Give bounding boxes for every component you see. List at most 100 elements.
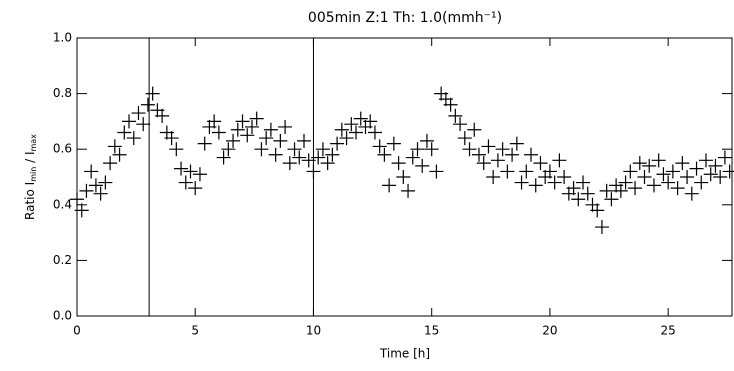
point [207,114,222,129]
point [287,142,302,157]
point [642,158,657,173]
point [140,97,155,112]
point [505,147,520,162]
point [533,156,548,171]
point [576,175,591,190]
point [571,192,586,207]
point [661,175,676,190]
point [495,142,510,157]
point [240,128,255,143]
point [74,203,89,218]
point [268,147,283,162]
point [557,170,572,184]
point [98,175,113,190]
point [594,220,609,235]
point [566,181,581,196]
point [689,161,704,176]
point [722,164,734,179]
plot-frame [76,37,733,317]
point [680,170,695,184]
point [230,122,245,137]
point [306,164,321,179]
point [694,175,709,190]
point [292,150,307,165]
point [665,164,680,179]
point [315,142,330,157]
point [169,142,184,157]
point [457,131,472,146]
point [708,158,723,173]
y-tick-label: 0.2 [53,253,72,267]
point [155,108,170,123]
point [131,106,146,121]
point [297,133,312,148]
point [448,108,463,123]
point [514,175,529,190]
x-axis-label: Time [h] [379,347,430,361]
point [263,122,278,137]
point [703,167,718,182]
point [382,178,397,193]
point [453,117,468,132]
point [301,153,316,168]
x-tick-label: 5 [191,324,199,338]
point [443,97,458,112]
point [334,122,349,137]
point [339,131,354,146]
point [164,131,179,146]
y-tick-label: 1.0 [53,31,72,45]
point [509,136,524,151]
point [632,156,647,171]
point [325,147,340,162]
point [424,142,439,157]
point [93,186,108,201]
point [476,156,491,171]
point [282,156,297,171]
point [259,131,274,146]
point [344,117,359,132]
point [675,156,690,171]
point [623,164,638,179]
y-tick-label: 0.4 [53,197,72,211]
point [122,114,137,129]
point [542,164,557,179]
point [419,133,434,148]
point [273,133,288,148]
point [235,114,250,129]
point [188,181,203,196]
point [628,181,643,196]
point [70,192,84,207]
chart-title: 005min Z:1 Th: 1.0(mmh⁻¹) [308,10,502,26]
point [471,147,486,162]
x-tick-label: 10 [306,324,321,338]
x-tick-label: 20 [542,324,557,338]
point [481,139,496,154]
x-tick-label: 15 [424,324,439,338]
point [467,122,482,137]
point [88,178,103,193]
point [391,156,406,171]
point [216,150,231,165]
point [145,86,160,101]
point [221,142,236,157]
point [490,153,505,168]
point [684,186,699,201]
point [372,139,387,154]
point [604,192,619,207]
point [126,131,141,146]
point [717,150,732,165]
point [103,156,118,171]
point [117,125,132,140]
point [547,175,562,190]
point [330,136,345,151]
point [84,164,99,179]
point [552,153,567,168]
point [462,142,477,157]
point [599,183,614,198]
point [197,136,212,151]
point [528,178,543,193]
x-tick-label: 25 [661,324,676,338]
point [637,170,652,184]
point [698,153,713,168]
